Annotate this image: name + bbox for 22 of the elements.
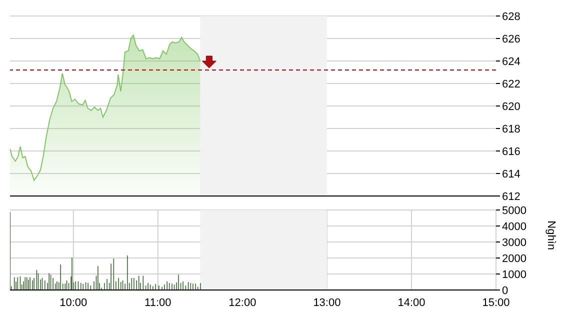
y-tick-label: 618 (502, 123, 520, 136)
y-tick-label: 616 (502, 146, 520, 158)
y-tick-label: 0 (502, 284, 508, 297)
x-tick-label: 12:00 (228, 296, 256, 309)
y-tick-label: 614 (502, 168, 520, 180)
y-axis-title: Nghìn (545, 220, 558, 250)
x-tick-label: 13:00 (313, 296, 341, 309)
y-tick-label: 5000 (502, 204, 526, 217)
y-tick-label: 2000 (502, 252, 526, 265)
y-tick-label: 628 (502, 10, 520, 23)
y-tick-label: 612 (502, 190, 520, 203)
x-tick-label: 14:00 (398, 296, 426, 309)
y-tick-label: 622 (502, 78, 520, 90)
x-tick-label: 10:00 (60, 296, 88, 309)
y-tick-label: 3000 (502, 236, 526, 249)
x-tick-label: 11:00 (144, 296, 172, 309)
y-tick-label: 1000 (502, 268, 526, 281)
y-tick-label: 4000 (502, 220, 526, 233)
y-tick-label: 626 (502, 33, 520, 46)
y-tick-label: 620 (502, 100, 520, 113)
x-tick-label: 15:00 (482, 296, 510, 309)
y-tick-label: 624 (502, 56, 520, 68)
